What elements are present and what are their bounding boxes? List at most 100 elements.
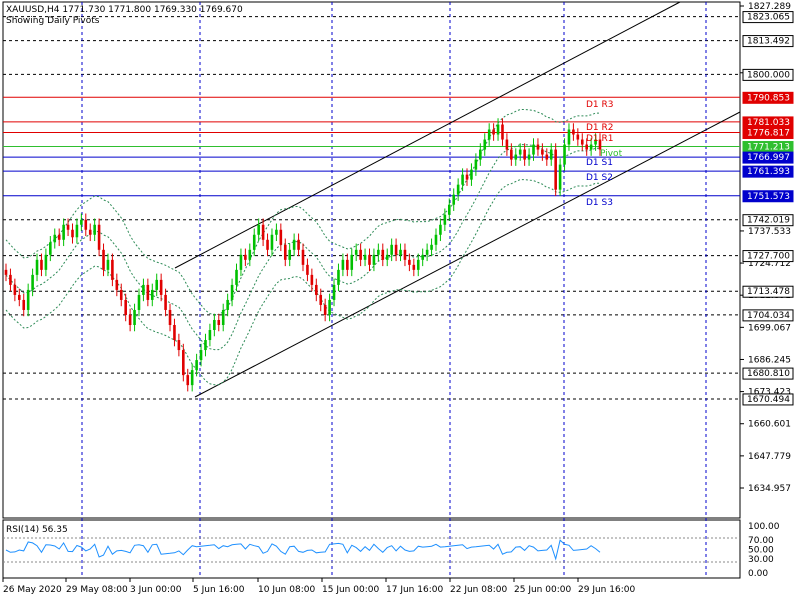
candle [26,283,30,317]
candle [328,293,331,322]
candle [235,263,238,292]
candle [97,218,101,257]
candle [536,138,540,156]
svg-text:1790.853: 1790.853 [747,93,790,103]
candle [443,208,447,232]
price-flag: 1800.000 [742,68,794,81]
price-flag: 1813.492 [742,35,794,48]
candle [204,333,207,357]
candle [416,253,420,277]
candle [496,118,500,141]
price-flags: 1823.065 1813.492 1800.000 1790.853 1781.033… [742,11,794,406]
candle [199,343,203,367]
time-axis: 26 May 2020 29 May 08:00 3 Jun 00:00 5 Jun … [2,578,635,595]
indicator-note: Showing Daily Pivots [6,16,100,26]
candle [532,138,535,161]
candle [252,228,256,257]
candle [598,133,602,156]
candle [434,228,438,252]
candle [35,253,39,282]
candle [368,248,371,272]
candle [49,236,52,262]
candle [301,243,305,272]
price-flag: 1790.853 [742,91,794,104]
time-tick-label: 10 Jun 08:00 [258,585,315,595]
candle [75,218,79,244]
candle [377,243,380,262]
price-flag: 1680.810 [742,367,794,380]
price-tick-label: 1673.423 [748,388,791,398]
price-flag: 1704.034 [742,309,794,322]
candle [173,318,176,347]
candle [4,263,8,282]
pivot-label-r2: D1 R2 [586,123,614,133]
price-flag: 1670.494 [742,393,794,406]
daily-pivot-lines [3,96,740,197]
candle [22,293,26,317]
candle [13,278,17,302]
price-flag: 1766.997 [742,151,794,164]
candle [403,243,407,267]
time-tick-label: 22 Jun 08:00 [450,585,507,595]
pivot-labels: D1 R3 D1 R2 D1 R1 Pivot D1 S1 D1 S2 D1 S… [586,100,623,208]
candle [527,148,531,166]
candle [40,253,43,277]
candle [239,248,243,277]
candle [572,123,575,141]
candle [283,238,287,267]
price-tick-label: 1634.957 [748,484,791,494]
pivot-label-r1: D1 R1 [586,134,614,144]
svg-text:1727.700: 1727.700 [747,252,790,262]
candle [84,213,88,237]
candle [244,248,247,267]
candle [213,313,216,337]
candle [372,248,376,272]
candle [337,263,340,292]
candle [257,218,260,242]
svg-text:1771.213: 1771.213 [747,143,790,153]
candle [53,228,57,249]
candle [88,223,92,242]
candle [332,278,336,307]
channel-lower-line [194,111,741,398]
candle [106,253,110,277]
time-tick-label: 5 Jun 16:00 [193,585,245,595]
candle [363,248,367,267]
candle [563,138,566,171]
candle [80,213,83,232]
price-tick-label: 1686.245 [748,355,791,365]
candle [31,268,34,297]
candle [177,333,181,357]
svg-text:1713.478: 1713.478 [747,287,790,297]
candle [111,253,114,287]
bollinger-band-line [5,179,600,386]
svg-text:1823.065: 1823.065 [747,13,790,23]
candle [567,123,571,151]
rsi-line [5,539,601,561]
candle [514,148,518,166]
svg-text:1680.810: 1680.810 [747,369,790,379]
candle [518,143,522,161]
price-flag: 1781.033 [742,116,794,129]
candle [133,303,136,332]
candle [9,268,12,292]
candle [474,153,478,176]
candle [142,278,145,302]
candle [119,283,123,307]
candle [439,218,442,242]
candle [394,238,398,262]
candle [221,303,225,332]
candle [164,288,167,317]
time-tick-label: 17 Jun 16:00 [386,585,443,595]
candle [323,298,327,322]
price-tick-label: 1827.289 [748,2,791,12]
candle [66,218,70,237]
candle [195,353,198,377]
candle [297,233,300,257]
price-flag: 1713.478 [742,285,794,298]
candle [226,293,229,317]
candle [102,243,105,277]
